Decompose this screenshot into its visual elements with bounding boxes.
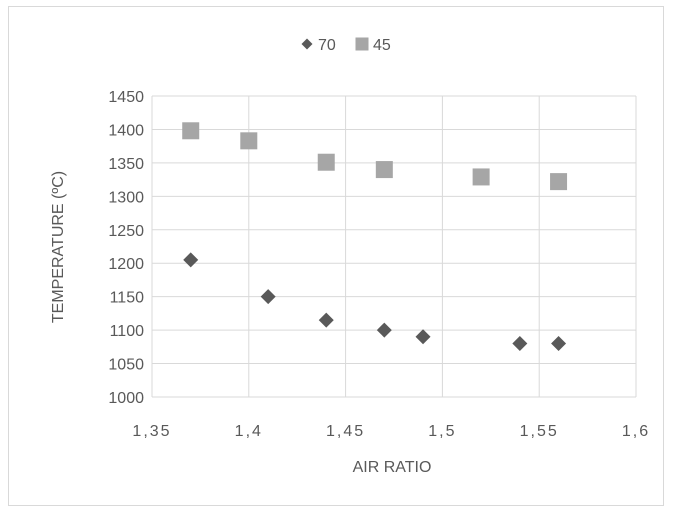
data-point-series-45: [317, 153, 335, 171]
y-tick-label: 1100: [110, 323, 145, 340]
y-tick-label: 1250: [108, 223, 144, 240]
x-tick-label: 1,55: [520, 423, 559, 440]
y-tick-label: 1450: [108, 89, 144, 106]
data-point-series-45: [240, 132, 258, 150]
y-tick-label: 1000: [108, 390, 144, 407]
legend: 70 45: [301, 37, 391, 54]
chart-frame: [8, 6, 664, 506]
data-point-series-70: [183, 252, 199, 268]
data-point-series-45: [375, 161, 393, 179]
data-point-series-45: [182, 122, 200, 140]
x-axis-ticks: 1,35 1,4 1,45 1,5 1,55 1,6: [132, 423, 650, 440]
legend-marker-70: [301, 38, 313, 50]
data-point-series-70: [512, 335, 528, 351]
legend-label: 45: [373, 37, 391, 54]
y-axis-ticks: 1000 1050 1100 1150 1200 1250 1300 1350 1400 1450: [108, 89, 144, 407]
data-point-series-70: [551, 335, 567, 351]
y-tick-label: 1300: [108, 189, 144, 206]
y-tick-label: 1050: [108, 357, 144, 374]
gridlines: [151, 95, 637, 398]
data-point-series-45: [550, 173, 568, 191]
legend-label: 70: [318, 37, 336, 54]
data-point-series-45: [472, 168, 490, 186]
y-tick-label: 1350: [108, 156, 144, 173]
data-point-series-70: [260, 289, 276, 305]
data-point-series-70: [318, 312, 334, 328]
x-tick-label: 1,5: [428, 423, 456, 440]
y-tick-label: 1150: [110, 290, 145, 307]
x-tick-label: 1,45: [326, 423, 365, 440]
data-points: [182, 122, 568, 351]
x-tick-label: 1,6: [622, 423, 650, 440]
legend-marker-45: [355, 37, 369, 51]
y-axis-label: TEMPERATURE (ºC): [50, 171, 67, 323]
y-tick-label: 1400: [108, 122, 144, 139]
x-tick-label: 1,4: [235, 423, 263, 440]
data-point-series-70: [415, 329, 431, 345]
data-point-series-70: [376, 322, 392, 338]
x-axis-label: AIR RATIO: [353, 459, 432, 476]
y-tick-label: 1200: [108, 256, 144, 273]
x-tick-label: 1,35: [132, 423, 171, 440]
